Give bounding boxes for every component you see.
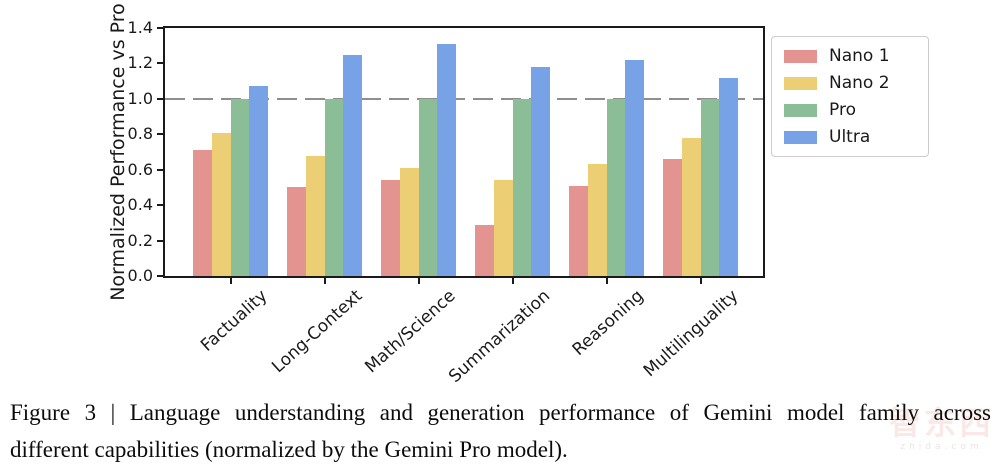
bar-nano-2-multilinguality bbox=[681, 137, 701, 276]
legend-label-ultra: Ultra bbox=[829, 127, 871, 147]
bar-ultra-math-science bbox=[437, 43, 456, 276]
bar-nano-1-long-context bbox=[287, 187, 306, 276]
y-tick-label: 1.0 bbox=[127, 88, 153, 108]
y-tick-mark bbox=[157, 62, 163, 65]
legend-row-pro: Pro bbox=[784, 101, 912, 119]
legend-swatch-nano-2 bbox=[784, 76, 817, 90]
y-tick-label: 0.2 bbox=[127, 230, 153, 250]
y-tick-mark bbox=[157, 133, 163, 136]
x-tick-label-long-context: Long-Context bbox=[267, 286, 366, 378]
y-tick-label: 1.2 bbox=[127, 53, 153, 73]
y-tick-mark bbox=[157, 275, 163, 277]
legend-label-pro: Pro bbox=[829, 100, 856, 120]
x-tick-mark bbox=[323, 278, 326, 284]
x-tick-label-reasoning: Reasoning bbox=[568, 286, 648, 360]
y-axis-title: Normalized Performance vs Pro bbox=[107, 3, 129, 301]
legend-row-nano-2: Nano 2 bbox=[784, 74, 912, 92]
bar-ultra-multilinguality bbox=[719, 77, 738, 276]
y-tick-mark bbox=[157, 204, 163, 207]
y-tick-label: 0.8 bbox=[127, 124, 153, 144]
bar-ultra-reasoning bbox=[625, 59, 644, 276]
y-tick-mark bbox=[157, 27, 163, 29]
caption-line-2: different capabilities (normalized by th… bbox=[10, 437, 568, 462]
bar-pro-long-context bbox=[324, 98, 344, 276]
x-tick-label-summarization: Summarization bbox=[444, 286, 554, 388]
x-tick-mark bbox=[417, 278, 420, 284]
reference-line-1-0 bbox=[165, 97, 763, 100]
bar-nano-1-multilinguality bbox=[663, 159, 682, 276]
bar-nano-1-factuality bbox=[193, 150, 212, 276]
bar-nano-2-reasoning bbox=[587, 164, 607, 276]
legend-row-ultra: Ultra bbox=[784, 128, 912, 146]
x-tick-label-factuality: Factuality bbox=[197, 286, 272, 356]
x-tick-mark bbox=[511, 278, 514, 284]
legend-row-nano-1: Nano 1 bbox=[784, 47, 912, 65]
y-tick-label: 0.0 bbox=[127, 266, 153, 285]
bar-group-reasoning bbox=[569, 28, 644, 276]
bar-group-math-science bbox=[381, 28, 456, 276]
caption-line-1: Figure 3 | Language understanding and ge… bbox=[10, 400, 991, 425]
bar-nano-1-summarization bbox=[475, 224, 494, 276]
y-tick-mark bbox=[157, 168, 163, 171]
figure-3-chart: Normalized Performance vs Pro 0.0 0.2 0.4 0… bbox=[107, 3, 929, 388]
y-tick-mark bbox=[157, 239, 163, 242]
legend-swatch-pro bbox=[784, 103, 817, 117]
x-tick-label-multilinguality: Multilinguality bbox=[639, 286, 742, 382]
bar-pro-reasoning bbox=[606, 98, 626, 276]
x-tick-mark bbox=[229, 278, 232, 284]
x-tick-label-math-science: Math/Science bbox=[361, 286, 460, 378]
y-tick-label: 1.4 bbox=[127, 18, 153, 37]
bar-pro-factuality bbox=[230, 98, 250, 276]
bar-ultra-summarization bbox=[531, 66, 550, 276]
bar-pro-multilinguality bbox=[700, 98, 720, 276]
bar-group-multilinguality bbox=[663, 28, 738, 276]
bar-nano-1-reasoning bbox=[569, 185, 588, 276]
legend-label-nano-2: Nano 2 bbox=[829, 73, 890, 93]
y-tick-label: 0.4 bbox=[127, 195, 153, 215]
bar-ultra-factuality bbox=[249, 86, 268, 276]
y-tick-mark bbox=[157, 97, 163, 100]
bar-group-factuality bbox=[193, 28, 268, 276]
legend-swatch-nano-1 bbox=[784, 49, 817, 63]
bar-nano-2-factuality bbox=[211, 132, 231, 276]
bar-group-summarization bbox=[475, 28, 550, 276]
x-tick-mark bbox=[699, 278, 702, 284]
legend-label-nano-1: Nano 1 bbox=[829, 46, 890, 66]
bar-nano-2-math-science bbox=[399, 167, 419, 276]
x-tick-mark bbox=[605, 278, 608, 284]
y-tick-label: 0.6 bbox=[127, 159, 153, 179]
bar-nano-2-long-context bbox=[305, 155, 325, 276]
bar-nano-2-summarization bbox=[493, 180, 513, 276]
bar-pro-summarization bbox=[512, 98, 532, 276]
legend-swatch-ultra bbox=[784, 130, 817, 144]
legend: Nano 1 Nano 2 Pro Ultra bbox=[771, 36, 929, 157]
bar-nano-1-math-science bbox=[381, 180, 400, 276]
figure-caption: Figure 3 | Language understanding and ge… bbox=[10, 394, 991, 468]
bar-group-long-context bbox=[287, 28, 362, 276]
bar-pro-math-science bbox=[418, 98, 438, 276]
bar-ultra-long-context bbox=[343, 54, 362, 276]
plot-area: 0.0 0.2 0.4 0.6 0.8 1.0 1.2 1.4 Factuality Long-C… bbox=[128, 18, 765, 387]
